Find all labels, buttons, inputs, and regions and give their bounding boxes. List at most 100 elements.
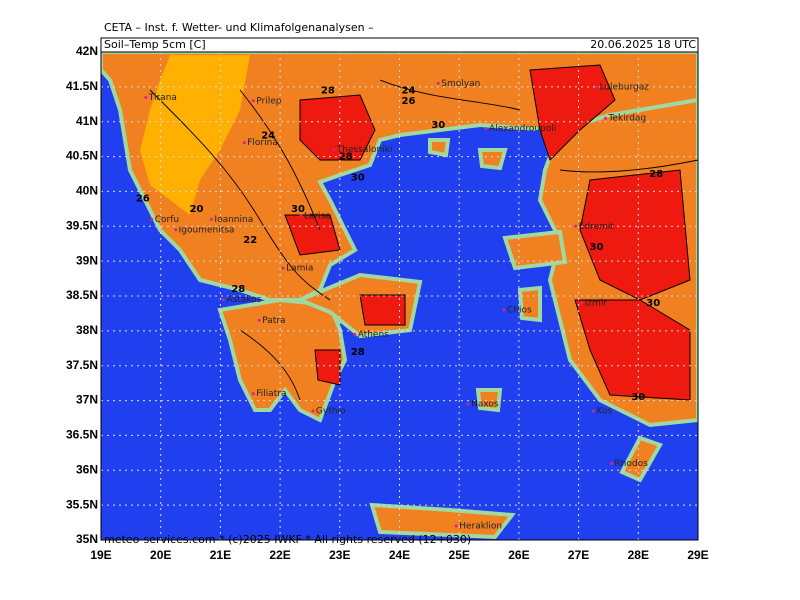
contour-label: 28 — [649, 169, 663, 180]
city-dot — [242, 141, 246, 145]
city-label: Tirana — [148, 93, 177, 103]
axis-ticks: 42N 41.5N 41N 40.5N 40N 39.5N 39N 38.5N 38N 37.5N… — [66, 44, 709, 562]
lon-tick-label: 25E — [449, 548, 470, 562]
city-dot — [609, 461, 613, 465]
city-dot — [454, 524, 458, 528]
city-label: Prilep — [256, 96, 282, 106]
lat-tick-label: 35N — [76, 532, 98, 546]
contour-label: 22 — [243, 235, 257, 246]
city-label: Larisa — [304, 211, 331, 221]
lat-tick-label: 35.5N — [66, 497, 98, 511]
lat-tick-label: 37.5N — [66, 358, 98, 372]
map-frame — [100, 51, 699, 541]
lon-tick-label: 29E — [687, 548, 708, 562]
city-label: Chios — [507, 305, 532, 315]
city-dot — [594, 85, 598, 89]
lon-tick-label: 24E — [389, 548, 410, 562]
isotherm — [239, 89, 321, 231]
map: Tirana Prilep Smolyan Luleburgaz Florina Thes… — [101, 52, 698, 540]
contour-label: 24 — [261, 131, 275, 142]
warm-zone — [140, 55, 250, 215]
contour-label: 28 — [321, 85, 335, 96]
city-label: Lamia — [286, 264, 313, 274]
lon-tick-label: 21E — [210, 548, 231, 562]
isotherm — [149, 89, 331, 301]
contour-label: 24 — [401, 85, 415, 96]
city-label: Thessaloniki — [336, 145, 393, 155]
city-label: Alexandroupoli — [489, 124, 556, 134]
city-dot — [311, 409, 315, 413]
isotherm — [379, 79, 521, 111]
land-thasos — [428, 138, 451, 158]
city-dot — [174, 228, 178, 232]
land-crete — [369, 502, 516, 540]
city-dot — [209, 217, 213, 221]
lat-tick-label: 41.5N — [66, 79, 98, 93]
lon-tick-label: 27E — [568, 548, 589, 562]
city-dot — [574, 224, 578, 228]
header: CETA – Inst. f. Wetter- und Klimafolgena… — [104, 21, 374, 34]
city-label: Tekirdag — [607, 114, 646, 124]
city-label: Ioannina — [214, 215, 253, 225]
city-label: Filiatra — [256, 389, 286, 399]
city-dot — [251, 392, 255, 396]
lat-tick-label: 37N — [76, 393, 98, 407]
land-lesvos — [502, 229, 568, 271]
city-label: Heraklion — [459, 522, 502, 532]
city-label: Corfu — [155, 215, 179, 225]
city-label: Kos — [597, 407, 613, 417]
lon-tick-label: 22E — [269, 548, 290, 562]
city-dot — [144, 95, 148, 99]
city-dot — [257, 318, 261, 322]
hot-zone — [359, 294, 406, 326]
lat-tick-label: 42N — [76, 44, 98, 58]
isotherm — [559, 159, 698, 173]
city-dot — [353, 332, 357, 336]
city-label: Athens — [358, 330, 389, 340]
city-dot — [150, 217, 154, 221]
contour-label: 30 — [431, 120, 445, 131]
hot-zone — [314, 349, 341, 386]
panel-datetime: 20.06.2025 18 UTC — [590, 38, 696, 51]
city-dot — [221, 297, 225, 301]
lat-tick-label: 36N — [76, 462, 98, 476]
contour-label: 30 — [646, 298, 660, 309]
contour-label: 26 — [136, 193, 150, 204]
city-dot — [251, 99, 255, 103]
lat-tick-label: 39.5N — [66, 218, 98, 232]
lat-tick-label: 41N — [76, 114, 98, 128]
city-label: Luleburgaz — [599, 82, 649, 92]
city-label: Naxos — [471, 400, 499, 410]
hot-zone — [299, 94, 376, 161]
lon-tick-label: 20E — [150, 548, 171, 562]
city-dot — [436, 81, 440, 85]
city-dot — [466, 402, 470, 406]
city-label: Rhodos — [614, 459, 648, 469]
city-dot — [603, 116, 607, 120]
city-label: Patra — [262, 316, 285, 326]
contour-label: 26 — [401, 96, 415, 107]
isotherm — [239, 329, 301, 401]
hot-zone — [529, 64, 616, 161]
city-label: Florina — [247, 138, 278, 148]
contour-label: 28 — [339, 152, 353, 163]
city-dot — [592, 409, 596, 413]
panel-title: Soil–Temp 5cm [C] — [104, 38, 206, 51]
city-label: Igoumenitsa — [179, 225, 235, 235]
lon-tick-label: 19E — [90, 548, 111, 562]
city-dot — [484, 127, 488, 131]
lat-tick-label: 40N — [76, 184, 98, 198]
city-dot — [281, 266, 285, 270]
contour-label: 30 — [590, 242, 604, 253]
contour-label: 28 — [231, 284, 245, 295]
city-label: Izmir — [585, 298, 608, 308]
contour-label: 30 — [631, 392, 645, 403]
lat-tick-label: 40.5N — [66, 149, 98, 163]
city-label: Edremit — [579, 222, 615, 232]
lat-tick-label: 39N — [76, 253, 98, 267]
lon-tick-label: 23E — [329, 548, 350, 562]
map-labels: Tirana Prilep Smolyan Luleburgaz Florina Thes… — [136, 79, 663, 532]
land-naxos — [475, 388, 503, 413]
lat-tick-label: 36.5N — [66, 428, 98, 442]
